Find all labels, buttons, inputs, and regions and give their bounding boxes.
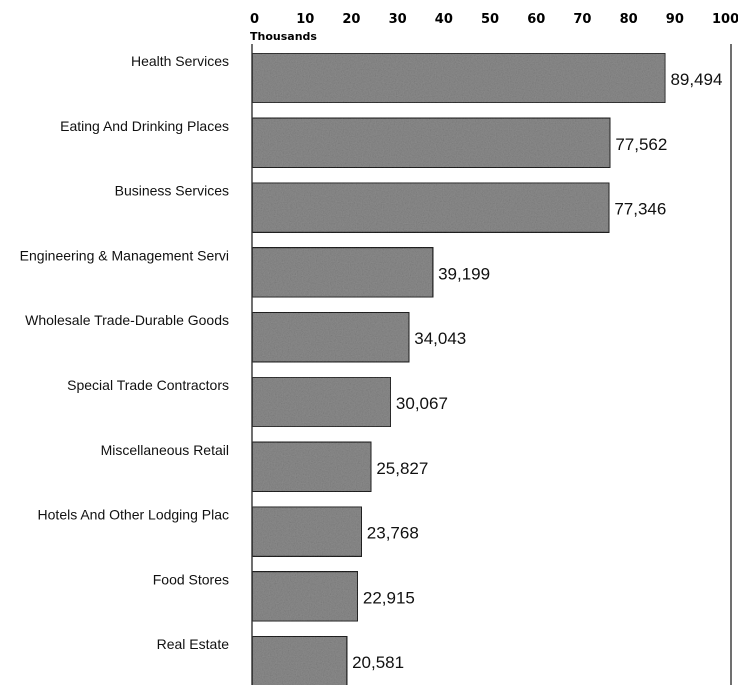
value-label: 25,827 — [376, 459, 428, 478]
x-tick-label: 90 — [666, 12, 684, 27]
category-label: Engineering & Management Servi — [20, 247, 229, 263]
x-tick-label: 0 — [250, 12, 259, 27]
value-label: 20,581 — [352, 653, 404, 672]
category-label: Eating And Drinking Places — [60, 118, 229, 134]
value-label: 30,067 — [396, 394, 448, 413]
bar — [251, 52, 667, 104]
x-tick-label: 80 — [620, 12, 638, 27]
value-label: 89,494 — [670, 70, 722, 89]
category-label: Hotels And Other Lodging Plac — [38, 507, 229, 523]
bar — [251, 311, 411, 364]
bar — [251, 376, 392, 428]
value-label: 77,562 — [615, 135, 667, 154]
category-label: Wholesale Trade-Durable Goods — [25, 312, 229, 328]
value-label: 39,199 — [438, 264, 490, 283]
category-label: Real Estate — [157, 636, 230, 652]
value-labels: 89,494 77,562 77,346 39,199 34,043 30,067 25,8… — [352, 70, 722, 672]
bar — [251, 117, 612, 169]
category-label: Health Services — [131, 53, 229, 69]
category-label: Business Services — [115, 183, 229, 199]
bars — [251, 52, 667, 685]
x-tick-label: 100 — [712, 12, 738, 27]
x-tick-label: 70 — [573, 12, 591, 27]
category-labels: Health Services Eating And Drinking Place… — [20, 53, 230, 652]
bar — [251, 440, 373, 493]
x-axis-unit-label: Thousands — [250, 30, 317, 43]
category-label: Special Trade Contractors — [67, 377, 229, 393]
x-axis: 0 10 20 30 40 50 60 70 80 90 100 — [250, 12, 738, 27]
x-tick-label: 40 — [435, 12, 453, 27]
x-tick-label: 60 — [527, 12, 545, 27]
category-label: Miscellaneous Retail — [101, 442, 229, 458]
value-label: 77,346 — [614, 200, 666, 219]
value-label: 22,915 — [363, 588, 415, 607]
bar — [251, 181, 611, 234]
bar — [251, 635, 348, 685]
x-tick-label: 10 — [296, 12, 314, 27]
x-tick-label: 50 — [481, 12, 499, 27]
bar — [251, 570, 359, 623]
value-label: 34,043 — [414, 329, 466, 348]
bar — [251, 246, 434, 299]
x-tick-label: 20 — [342, 12, 360, 27]
bar — [251, 505, 363, 558]
category-label: Food Stores — [153, 571, 229, 587]
value-label: 23,768 — [367, 524, 419, 543]
x-tick-label: 30 — [389, 12, 407, 27]
